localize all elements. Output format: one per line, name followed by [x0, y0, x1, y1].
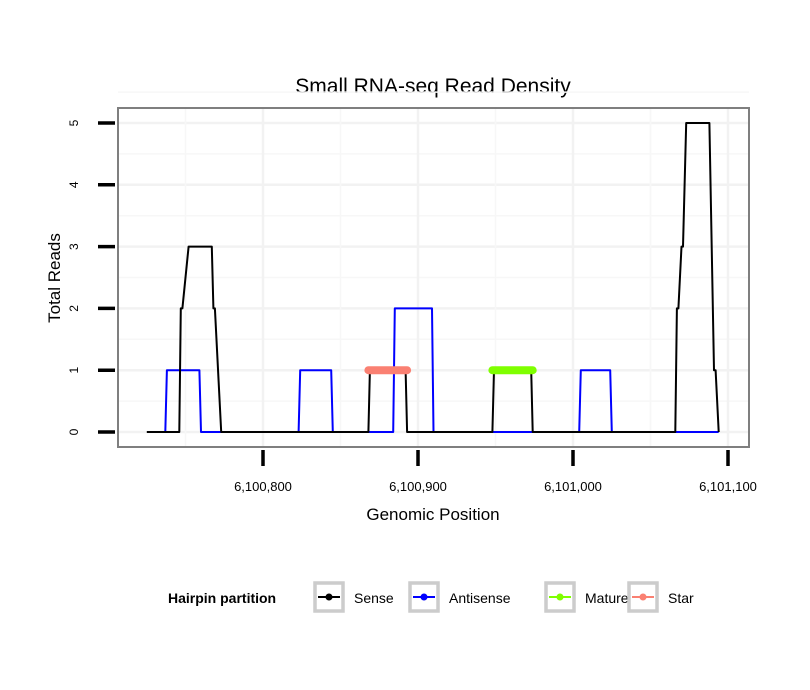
grid-lines [118, 91, 749, 447]
legend-key-point [325, 593, 333, 601]
series-layer [146, 122, 720, 433]
legend-label: Star [668, 590, 694, 606]
panel-border [117, 107, 750, 448]
y-tick-label: 2 [67, 305, 81, 312]
series-line-antisense [164, 307, 719, 433]
x-tick-label: 6,101,000 [544, 479, 602, 494]
legend-title: Hairpin partition [168, 590, 276, 606]
y-tick-label: 4 [67, 181, 81, 188]
y-tick-label: 1 [67, 367, 81, 374]
series-line-sense [146, 122, 720, 433]
x-tick-label: 6,101,100 [699, 479, 757, 494]
legend-label: Antisense [449, 590, 511, 606]
x-tick-label: 6,100,800 [234, 479, 292, 494]
x-axis: 6,100,800 6,100,900 6,101,000 6,101,100 [234, 450, 757, 494]
legend-label: Sense [354, 590, 394, 606]
legend-item-star: Star [627, 581, 694, 613]
y-axis-title: Total Reads [45, 233, 64, 323]
legend-item-sense: Sense [313, 581, 394, 613]
y-axis: 0 1 2 3 4 5 [67, 119, 115, 435]
plot-panel [117, 91, 750, 448]
legend-label: Mature [585, 590, 629, 606]
legend-key-point [639, 593, 647, 601]
x-tick-label: 6,100,900 [389, 479, 447, 494]
legend-item-antisense: Antisense [408, 581, 511, 613]
x-axis-title: Genomic Position [366, 505, 499, 524]
legend-key-point [556, 593, 564, 601]
y-tick-label: 0 [67, 428, 81, 435]
legend-item-mature: Mature [544, 581, 629, 613]
y-tick-label: 5 [67, 119, 81, 126]
legend-key-point [420, 593, 428, 601]
y-tick-label: 3 [67, 243, 81, 250]
chart-title: Small RNA-seq Read Density [295, 75, 571, 98]
legend: Hairpin partition Sense Antisense Mature St… [168, 581, 694, 613]
